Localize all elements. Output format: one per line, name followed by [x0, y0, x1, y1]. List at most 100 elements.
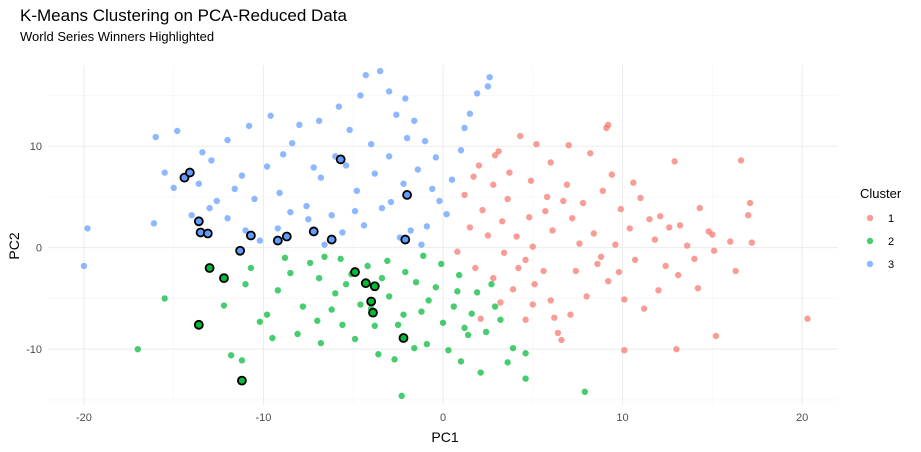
point-cluster-1 [621, 346, 628, 354]
point-cluster-1 [646, 216, 653, 223]
point-cluster-2 [357, 301, 364, 308]
point-cluster-1 [615, 268, 623, 276]
point-cluster-3 [403, 134, 411, 142]
point-cluster-3 [400, 180, 407, 187]
point-cluster-3 [402, 95, 409, 102]
point-cluster-1 [484, 232, 492, 239]
point-cluster-3 [421, 137, 429, 145]
point-cluster-1 [477, 315, 484, 322]
point-cluster-1 [525, 214, 533, 221]
legend-key-2 [866, 237, 874, 245]
point-cluster-1 [522, 316, 529, 323]
point-cluster-1 [560, 197, 567, 205]
point-cluster-2 [385, 293, 393, 300]
point-cluster-1 [551, 314, 558, 321]
point-cluster-2 [468, 310, 475, 317]
point-cluster-3 [448, 176, 456, 183]
point-cluster-3 [360, 222, 368, 229]
point-cluster-1 [579, 199, 587, 207]
point-cluster-1 [655, 287, 662, 294]
point-cluster-2 [394, 321, 402, 329]
point-cluster-2 [378, 274, 386, 282]
x-tick-label: -10 [256, 412, 272, 424]
highlighted-point [281, 231, 292, 242]
point-cluster-1 [572, 267, 580, 275]
point-cluster-2 [332, 290, 339, 297]
point-cluster-1 [631, 256, 639, 264]
point-cluster-2 [315, 274, 323, 282]
point-cluster-2 [473, 289, 481, 296]
point-cluster-1 [804, 315, 811, 322]
point-cluster-3 [188, 212, 195, 219]
point-cluster-2 [400, 311, 407, 318]
highlighted-point [235, 245, 246, 256]
point-cluster-2 [364, 262, 371, 270]
point-cluster-3 [385, 88, 393, 95]
point-cluster-1 [630, 179, 637, 186]
point-cluster-3 [152, 133, 159, 141]
point-cluster-3 [208, 157, 215, 164]
point-cluster-3 [303, 202, 310, 210]
point-cluster-3 [362, 71, 369, 79]
point-cluster-2 [256, 318, 264, 325]
point-cluster-1 [705, 228, 712, 235]
point-cluster-1 [748, 239, 756, 246]
point-cluster-1 [732, 267, 739, 275]
point-cluster-3 [484, 83, 492, 90]
point-cluster-3 [429, 185, 436, 193]
point-cluster-2 [457, 358, 465, 365]
point-cluster-1 [626, 225, 633, 232]
point-cluster-1 [466, 224, 474, 231]
point-cluster-2 [274, 287, 282, 294]
point-cluster-2 [391, 356, 398, 363]
highlighted-point [369, 281, 380, 292]
highlighted-point [366, 296, 377, 307]
point-cluster-2 [464, 331, 472, 339]
highlighted-points [179, 154, 412, 386]
point-cluster-2 [420, 252, 427, 260]
highlighted-point [368, 307, 378, 318]
point-cluster-3 [195, 180, 203, 187]
x-axis-label: PC1 [431, 429, 458, 445]
point-cluster-1 [490, 181, 497, 188]
point-cluster-2 [581, 388, 589, 396]
point-cluster-1 [608, 171, 615, 178]
point-cluster-3 [335, 103, 343, 110]
point-cluster-3 [80, 262, 88, 270]
point-cluster-2 [220, 302, 228, 309]
point-cluster-1 [662, 262, 669, 270]
point-cluster-3 [466, 110, 474, 117]
point-cluster-1 [710, 247, 718, 254]
point-cluster-2 [491, 303, 499, 310]
highlighted-point [326, 234, 337, 245]
point-cluster-1 [576, 240, 583, 247]
point-cluster-3 [414, 166, 422, 173]
point-cluster-2 [294, 330, 301, 338]
point-cluster-1 [569, 215, 576, 222]
point-cluster-1 [513, 233, 520, 240]
highlighted-point [245, 230, 256, 241]
point-cluster-3 [170, 184, 177, 192]
point-cluster-3 [317, 174, 325, 181]
point-cluster-1 [506, 169, 513, 176]
point-cluster-1 [517, 132, 524, 140]
point-cluster-2 [317, 339, 325, 347]
point-cluster-3 [245, 122, 253, 130]
highlighted-point [237, 375, 247, 386]
point-cluster-1 [745, 212, 752, 219]
point-cluster-2 [134, 345, 141, 353]
point-cluster-3 [276, 189, 283, 197]
point-cluster-1 [533, 140, 540, 148]
point-cluster-3 [342, 162, 350, 169]
legend: Cluster 1 2 3 [860, 186, 902, 271]
point-cluster-3 [432, 154, 440, 161]
point-cluster-1 [504, 195, 511, 203]
point-cluster-2 [461, 324, 468, 332]
point-cluster-3 [267, 112, 274, 119]
y-tick-label: -10 [26, 344, 42, 356]
point-cluster-3 [351, 207, 359, 215]
point-cluster-3 [224, 136, 231, 144]
point-cluster-1 [651, 236, 659, 243]
